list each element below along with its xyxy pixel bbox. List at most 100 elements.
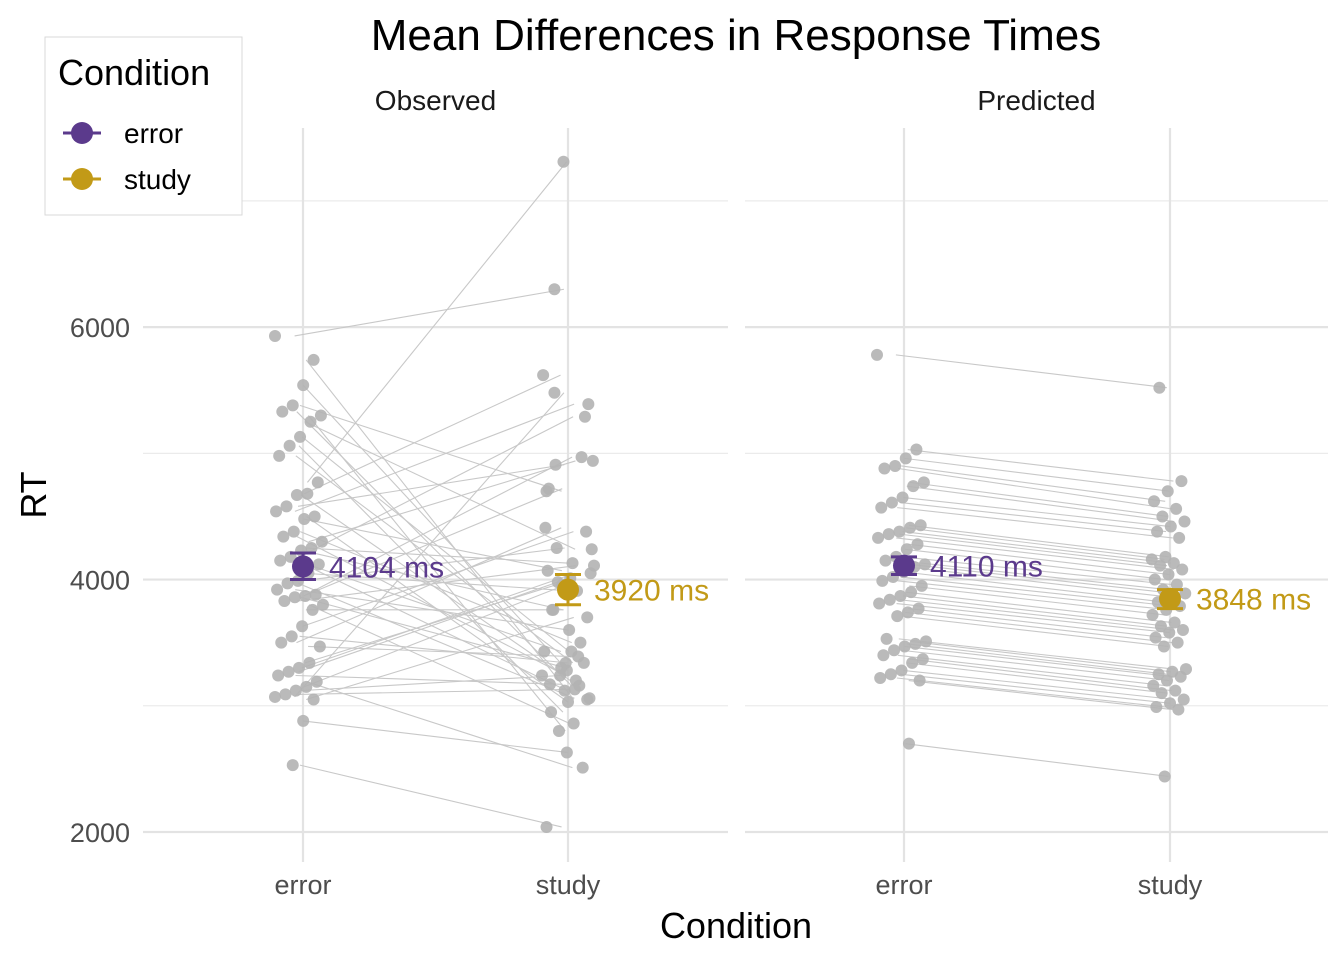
data-point-error bbox=[872, 531, 885, 544]
data-point-study bbox=[1178, 515, 1191, 528]
pair-line bbox=[302, 531, 574, 627]
data-point-error bbox=[297, 379, 310, 392]
data-point-error bbox=[901, 606, 914, 619]
data-point-study bbox=[1154, 559, 1167, 572]
pair-line bbox=[304, 581, 566, 664]
data-point-error bbox=[878, 462, 891, 475]
pair-line bbox=[303, 456, 573, 597]
pair-line bbox=[301, 547, 565, 582]
data-point-study bbox=[568, 683, 581, 696]
data-point-error bbox=[276, 405, 289, 418]
data-point-error bbox=[269, 690, 281, 703]
facet-label-observed: Observed bbox=[375, 85, 496, 116]
data-point-error bbox=[296, 620, 309, 633]
pair-line bbox=[308, 604, 570, 724]
data-point-study bbox=[1173, 531, 1186, 544]
data-point-error bbox=[871, 348, 883, 361]
pair-line bbox=[898, 560, 1169, 591]
data-point-error bbox=[280, 500, 293, 513]
pair-line bbox=[900, 649, 1170, 682]
data-point-study bbox=[1160, 674, 1173, 687]
mean-label-study: 3848 ms bbox=[1196, 584, 1311, 617]
data-point-study bbox=[1147, 679, 1160, 692]
pair-line bbox=[300, 596, 567, 669]
pair-line bbox=[897, 507, 1173, 539]
pair-line bbox=[299, 404, 562, 492]
data-point-error bbox=[283, 439, 296, 452]
mean-point-error bbox=[893, 554, 915, 577]
data-point-study bbox=[1168, 616, 1181, 629]
data-point-error bbox=[286, 759, 299, 772]
pair-line bbox=[297, 464, 565, 507]
data-point-study bbox=[567, 717, 580, 730]
y-tick-label-4000: 4000 bbox=[70, 566, 130, 596]
pair-line bbox=[298, 577, 569, 673]
data-point-study bbox=[1150, 701, 1163, 714]
data-point-error bbox=[293, 661, 305, 674]
pair-line bbox=[297, 688, 571, 695]
data-point-error bbox=[289, 684, 302, 697]
pair-line bbox=[907, 449, 1174, 482]
data-point-study bbox=[548, 386, 561, 399]
y-axis-title: RT bbox=[13, 471, 54, 518]
data-point-error bbox=[902, 737, 915, 750]
x-tick-label-study: study bbox=[536, 870, 601, 900]
data-point-error bbox=[305, 542, 318, 555]
data-point-study bbox=[1164, 520, 1177, 533]
pair-line bbox=[902, 595, 1168, 627]
data-point-error bbox=[278, 595, 291, 608]
x-tick-label-study: study bbox=[1138, 870, 1203, 900]
data-point-study bbox=[547, 603, 560, 616]
data-point-study bbox=[572, 650, 585, 663]
data-point-error bbox=[312, 558, 325, 571]
data-point-study bbox=[1151, 525, 1164, 538]
data-point-study bbox=[552, 725, 565, 738]
mean-study-observed: 3920 ms bbox=[555, 573, 709, 608]
data-point-error bbox=[874, 672, 887, 685]
pair-line bbox=[903, 669, 1175, 701]
mean-point-study bbox=[557, 578, 579, 601]
data-point-error bbox=[286, 399, 299, 412]
pair-line bbox=[307, 415, 566, 732]
mean-label-error: 4110 ms bbox=[930, 551, 1043, 584]
pair-line bbox=[306, 681, 573, 769]
data-point-study bbox=[1177, 693, 1190, 706]
data-point-study bbox=[1158, 770, 1171, 783]
pair-line bbox=[899, 673, 1171, 704]
data-point-error bbox=[889, 459, 902, 472]
data-point-error bbox=[288, 591, 301, 604]
data-point-error bbox=[273, 449, 286, 462]
data-point-error bbox=[270, 505, 283, 518]
pair-line bbox=[294, 392, 565, 698]
pair-line bbox=[907, 543, 1170, 576]
data-point-study bbox=[1155, 687, 1168, 700]
pair-line bbox=[903, 571, 1167, 603]
data-point-study bbox=[550, 542, 563, 555]
pair-line bbox=[910, 640, 1171, 673]
pair-lines-predicted bbox=[895, 354, 1175, 778]
pair-line bbox=[907, 566, 1171, 598]
data-point-error bbox=[899, 452, 912, 465]
pair-line bbox=[306, 488, 563, 596]
data-point-error bbox=[920, 635, 932, 648]
data-point-error bbox=[873, 597, 886, 610]
data-point-error bbox=[914, 519, 927, 532]
pair-line bbox=[308, 460, 576, 543]
data-point-error bbox=[905, 586, 918, 599]
data-point-study bbox=[537, 369, 550, 382]
data-point-study bbox=[583, 692, 596, 705]
pair-line bbox=[906, 591, 1172, 624]
pair-line bbox=[908, 679, 1173, 711]
data-point-error bbox=[315, 535, 328, 548]
pair-line bbox=[896, 677, 1166, 708]
pair-line bbox=[907, 643, 1167, 675]
data-point-study bbox=[1176, 563, 1189, 576]
data-point-error bbox=[900, 543, 913, 556]
chart-title: Mean Differences in Response Times bbox=[371, 11, 1101, 60]
legend-entry-study: study bbox=[63, 164, 191, 195]
data-point-error bbox=[309, 588, 322, 601]
data-point-error bbox=[308, 510, 321, 523]
data-point-error bbox=[879, 554, 892, 567]
